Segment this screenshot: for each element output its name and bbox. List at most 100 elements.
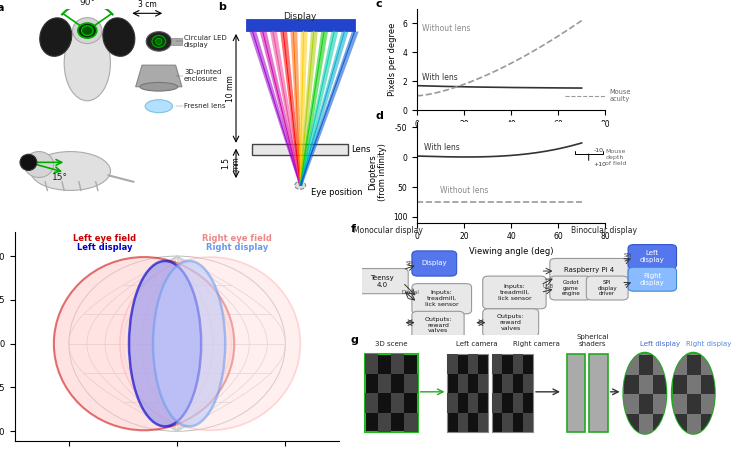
Bar xyxy=(638,355,652,375)
Text: Left display: Left display xyxy=(77,243,133,252)
Bar xyxy=(246,19,355,31)
Bar xyxy=(447,393,458,413)
Text: Lens: Lens xyxy=(351,144,370,153)
Bar xyxy=(379,413,391,432)
Text: Right
display: Right display xyxy=(640,273,665,286)
Text: Teensy
4.0: Teensy 4.0 xyxy=(370,274,394,288)
Ellipse shape xyxy=(624,353,666,434)
Bar xyxy=(624,394,638,414)
Ellipse shape xyxy=(152,36,165,47)
Text: Right display: Right display xyxy=(206,243,269,252)
Bar xyxy=(701,355,715,375)
Bar xyxy=(365,354,379,374)
Y-axis label: Pixels per degree: Pixels per degree xyxy=(387,23,397,96)
Ellipse shape xyxy=(672,353,714,434)
FancyBboxPatch shape xyxy=(356,269,408,294)
Ellipse shape xyxy=(24,152,54,177)
Text: SPI: SPI xyxy=(406,261,414,266)
Polygon shape xyxy=(136,65,182,87)
Text: Without lens: Without lens xyxy=(441,186,489,195)
Text: Outputs:
reward
valves: Outputs: reward valves xyxy=(497,315,525,331)
Bar xyxy=(513,393,523,413)
FancyBboxPatch shape xyxy=(483,276,546,309)
X-axis label: Viewing angle (deg): Viewing angle (deg) xyxy=(469,247,554,256)
Text: f: f xyxy=(351,224,356,234)
Text: Left display: Left display xyxy=(640,341,680,346)
FancyBboxPatch shape xyxy=(412,284,472,314)
Bar xyxy=(673,394,687,414)
Text: Right eye field: Right eye field xyxy=(202,234,272,243)
Ellipse shape xyxy=(77,23,97,38)
Bar xyxy=(624,375,638,394)
Bar xyxy=(567,354,585,432)
Bar xyxy=(468,354,478,374)
Bar xyxy=(523,374,533,393)
Bar xyxy=(652,394,667,414)
Ellipse shape xyxy=(120,257,300,430)
Bar xyxy=(687,394,701,414)
Text: Outputs:
reward
valves: Outputs: reward valves xyxy=(424,317,452,333)
Text: Binocular display: Binocular display xyxy=(571,226,637,235)
Text: Circular LED
display: Circular LED display xyxy=(184,35,227,48)
Bar xyxy=(701,414,715,434)
Text: SPI: SPI xyxy=(624,253,632,258)
Text: Spherical
shaders: Spherical shaders xyxy=(576,333,609,346)
Bar xyxy=(468,393,478,413)
Ellipse shape xyxy=(64,25,111,101)
FancyBboxPatch shape xyxy=(628,267,677,291)
Text: d: d xyxy=(376,112,384,122)
Text: 10 mm: 10 mm xyxy=(226,75,235,102)
Bar xyxy=(687,375,701,394)
Bar xyxy=(492,354,533,432)
Text: 3 cm: 3 cm xyxy=(138,0,156,9)
Bar xyxy=(701,394,715,414)
Text: Left camera: Left camera xyxy=(456,341,498,346)
Text: With lens: With lens xyxy=(424,143,460,152)
FancyBboxPatch shape xyxy=(550,258,628,281)
Text: Display: Display xyxy=(421,261,447,266)
Ellipse shape xyxy=(72,18,102,44)
Ellipse shape xyxy=(81,26,93,36)
Text: Eye position: Eye position xyxy=(311,188,362,197)
Text: 15°: 15° xyxy=(52,173,68,182)
Bar xyxy=(523,413,533,432)
Bar xyxy=(492,354,503,374)
Bar xyxy=(447,354,489,432)
Ellipse shape xyxy=(294,181,306,189)
Bar xyxy=(503,413,513,432)
Bar xyxy=(624,414,638,434)
Text: Raspberry Pi 4: Raspberry Pi 4 xyxy=(564,267,614,273)
Bar xyxy=(673,375,687,394)
Bar xyxy=(492,393,503,413)
Text: With lens: With lens xyxy=(421,73,458,82)
Bar xyxy=(513,354,523,374)
Bar xyxy=(478,374,489,393)
Bar xyxy=(379,374,391,393)
Ellipse shape xyxy=(156,38,162,45)
Bar xyxy=(624,355,638,375)
Ellipse shape xyxy=(146,32,171,51)
Text: 90°: 90° xyxy=(79,0,95,7)
Bar xyxy=(404,374,418,393)
Bar xyxy=(652,375,667,394)
FancyBboxPatch shape xyxy=(587,276,628,300)
Text: Digital: Digital xyxy=(401,290,419,295)
Text: -10: -10 xyxy=(593,148,604,153)
Text: g: g xyxy=(351,335,359,345)
Ellipse shape xyxy=(54,257,234,430)
Bar xyxy=(638,375,652,394)
Text: Fresnel lens: Fresnel lens xyxy=(184,103,226,109)
Text: 1.5
mm: 1.5 mm xyxy=(221,156,241,171)
Bar xyxy=(391,354,404,374)
Text: Mouse
acuity: Mouse acuity xyxy=(610,89,632,102)
Bar xyxy=(458,413,468,432)
Ellipse shape xyxy=(20,154,37,171)
Bar xyxy=(687,414,701,434)
Y-axis label: Diopters
(from infinity): Diopters (from infinity) xyxy=(368,143,387,201)
Text: Left
display: Left display xyxy=(640,250,665,263)
Text: USB: USB xyxy=(542,284,554,289)
Ellipse shape xyxy=(103,18,135,56)
Bar xyxy=(365,354,418,432)
Text: Inputs:
treadmill,
lick sensor: Inputs: treadmill, lick sensor xyxy=(425,290,458,307)
Bar xyxy=(458,374,468,393)
